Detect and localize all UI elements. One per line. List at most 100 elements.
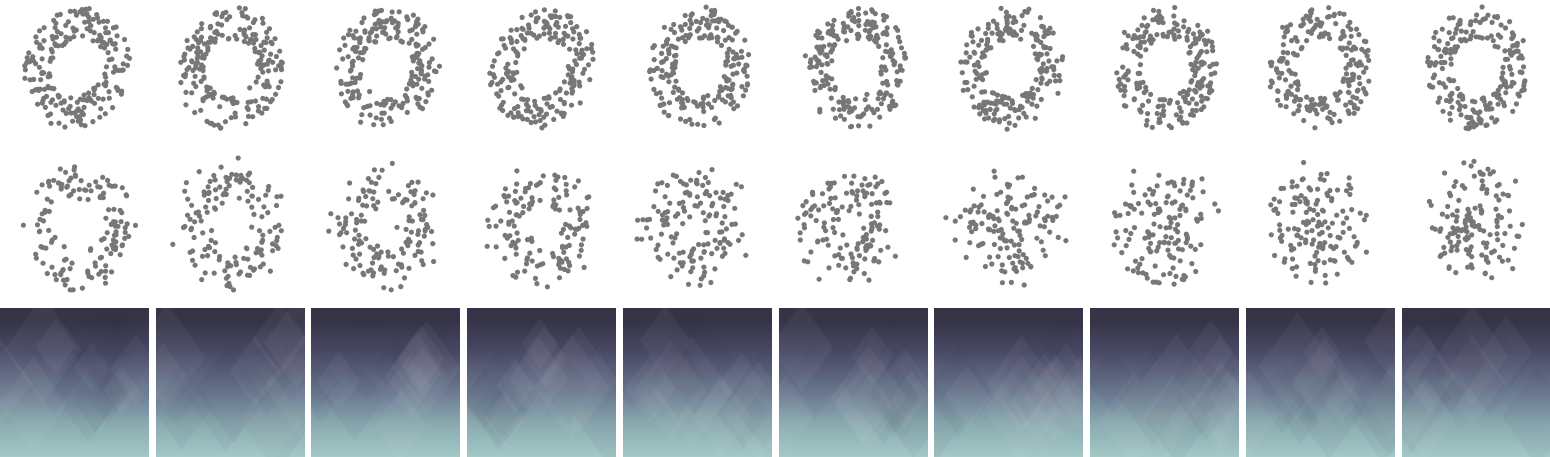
scatter-point xyxy=(1471,158,1477,164)
scatter-point xyxy=(33,251,39,257)
scatter-point xyxy=(890,98,896,104)
scatter-point xyxy=(529,195,535,201)
scatter-point xyxy=(63,110,69,116)
scatter-point xyxy=(655,208,661,214)
ring-scatter-panel xyxy=(154,0,309,150)
scatter-point xyxy=(44,270,50,277)
scatter-point xyxy=(1292,80,1298,86)
scatter-point xyxy=(866,36,873,42)
scatter-point xyxy=(71,8,78,14)
tile-texture xyxy=(1175,356,1237,442)
scatter-point xyxy=(964,42,970,48)
scatter-point xyxy=(389,17,395,23)
scatter-point xyxy=(1124,46,1130,52)
scatter-point xyxy=(703,4,709,10)
scatter-point xyxy=(226,35,232,42)
scatter-point xyxy=(502,255,508,261)
scatter-point xyxy=(1175,246,1182,252)
scatter-point xyxy=(578,35,584,41)
scatter-point xyxy=(85,196,91,203)
scatter-point xyxy=(1346,110,1352,117)
scatter-point xyxy=(1500,77,1506,83)
scatter-point xyxy=(1338,36,1344,42)
scatter-point xyxy=(33,255,40,261)
scatter-point xyxy=(1495,237,1501,243)
scatter-point xyxy=(647,68,653,75)
scatter-point xyxy=(398,284,404,290)
scatter-point xyxy=(1344,45,1350,51)
scatter-point xyxy=(867,123,873,129)
scatter-point xyxy=(513,245,519,251)
scatter-point xyxy=(722,250,728,256)
tile-texture xyxy=(1364,308,1395,384)
scatter-point xyxy=(830,206,836,212)
scatter-point xyxy=(170,241,176,247)
scatter-point xyxy=(651,43,657,49)
scatter-point xyxy=(1443,97,1450,104)
scatter-point xyxy=(1037,15,1043,21)
scatter-point xyxy=(1492,14,1498,20)
scatter-point xyxy=(695,121,701,127)
scatter-point xyxy=(881,17,887,23)
scatter-point xyxy=(1331,11,1337,17)
scatter-point xyxy=(1198,106,1204,113)
scatter-point xyxy=(811,78,817,84)
scatter-point xyxy=(840,20,846,26)
scatter-point xyxy=(996,117,1003,123)
scatter-point xyxy=(1500,70,1506,76)
tile-texture xyxy=(264,308,305,389)
scatter-point xyxy=(828,95,834,101)
scatter-point xyxy=(46,208,52,214)
scatter-point xyxy=(808,207,814,213)
scatter-point xyxy=(1130,268,1136,274)
scatter-point xyxy=(658,74,664,80)
scatter-point xyxy=(1021,220,1028,226)
scatter-point xyxy=(1198,215,1204,221)
scatter-point xyxy=(1363,249,1369,255)
scatter-point xyxy=(1177,212,1183,219)
scatter-point xyxy=(1168,235,1174,241)
scatter-point xyxy=(565,72,571,78)
scatter-point xyxy=(692,203,698,209)
scatter-point xyxy=(725,240,731,246)
scatter-point xyxy=(519,14,525,20)
scatter-point xyxy=(658,102,665,108)
scatter-point xyxy=(648,235,654,241)
scatter-point xyxy=(413,24,419,30)
scatter-point xyxy=(489,63,496,69)
scatter-point xyxy=(728,191,734,197)
scatter-point xyxy=(1002,269,1008,275)
scatter-point xyxy=(717,239,723,246)
scatter-point xyxy=(518,113,524,120)
scatter-point xyxy=(960,87,966,93)
scatter-point xyxy=(1125,210,1131,217)
scatter-point xyxy=(1322,96,1328,102)
scatter-point xyxy=(232,114,239,120)
scatter-point xyxy=(875,213,881,220)
scatter-point xyxy=(826,265,832,271)
scatter-point xyxy=(1177,90,1183,96)
scatter-point xyxy=(541,31,547,37)
scatter-point xyxy=(548,35,554,41)
scatter-point xyxy=(661,24,667,30)
scatter-point xyxy=(831,33,837,39)
scatter-point xyxy=(1173,112,1179,118)
scatter-point xyxy=(1334,187,1341,193)
scatter-point xyxy=(1343,65,1349,71)
scatter-point xyxy=(82,187,88,193)
scatter-point xyxy=(1326,13,1332,20)
scatter-point xyxy=(103,74,109,80)
scatter-point xyxy=(1294,264,1300,270)
scatter-point xyxy=(535,106,541,112)
scatter-point xyxy=(707,193,713,199)
scatter-point xyxy=(112,183,118,189)
scatter-point xyxy=(1013,220,1019,226)
scatter-point xyxy=(701,273,707,279)
scatter-point xyxy=(486,223,492,229)
scatter-point xyxy=(728,101,734,107)
scatter-point xyxy=(430,241,436,247)
scatter-point xyxy=(1439,26,1445,32)
scatter-point xyxy=(1003,238,1010,244)
scatter-point xyxy=(60,107,66,113)
scatter-point xyxy=(420,28,426,35)
